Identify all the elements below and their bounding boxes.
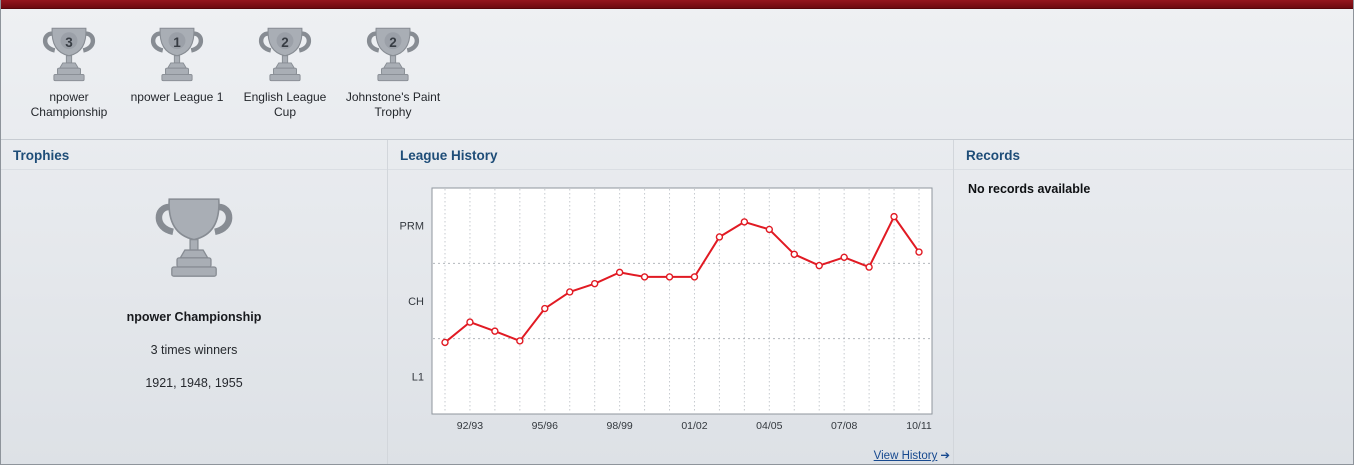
records-header: Records xyxy=(954,140,1353,170)
league-history-chart-wrap: PRM CH L1 92/93 95/96 98/99 01/02 04/05 07/08 10/… xyxy=(388,170,953,462)
trophy-icon: 1 xyxy=(148,22,206,86)
league-history-section: League History PRM CH L1 92/93 95/96 98/99 01/… xyxy=(387,140,953,464)
trophy-label: npower League 1 xyxy=(130,90,224,104)
svg-text:04/05: 04/05 xyxy=(756,420,782,432)
trophies-body: npower Championship 3 times winners 1921… xyxy=(1,190,387,390)
league-history-header: League History xyxy=(388,140,953,170)
trophy-label: Johnstone's Paint Trophy xyxy=(345,90,441,119)
trophy-count: 3 xyxy=(65,35,73,50)
trophy-icon: 2 xyxy=(364,22,422,86)
trophy-label: npower Championship xyxy=(30,90,108,119)
selected-trophy-name: npower Championship xyxy=(126,310,262,324)
view-history-link[interactable]: View History ➔ xyxy=(874,450,950,462)
trophy-label: English League Cup xyxy=(243,90,327,119)
svg-text:98/99: 98/99 xyxy=(606,420,632,432)
svg-text:10/11: 10/11 xyxy=(906,420,932,432)
svg-text:92/93: 92/93 xyxy=(457,420,483,432)
big-trophy-icon xyxy=(152,190,236,284)
selected-trophy-times: 3 times winners xyxy=(150,343,238,357)
arrow-right-icon: ➔ xyxy=(940,450,950,462)
svg-text:CH: CH xyxy=(408,296,424,308)
trophy-item-1[interactable]: 3 npower Championship xyxy=(17,22,121,139)
trophy-item-2[interactable]: 1 npower League 1 xyxy=(125,22,229,139)
selected-trophy-years: 1921, 1948, 1955 xyxy=(145,376,243,390)
records-empty-text: No records available xyxy=(968,182,1091,196)
svg-text:L1: L1 xyxy=(412,371,424,383)
window-top-bar xyxy=(1,0,1353,9)
sections-row: Trophies npower Championship 3 times win… xyxy=(1,139,1353,464)
league-history-chart: PRM CH L1 92/93 95/96 98/99 01/02 04/05 07/08 10/… xyxy=(400,187,933,432)
trophy-icon: 2 xyxy=(256,22,314,86)
trophy-strip: 3 npower Championship 1 npower League 1 … xyxy=(1,9,1353,139)
view-history-label: View History xyxy=(873,450,938,462)
svg-text:95/96: 95/96 xyxy=(532,420,558,432)
trophy-item-4[interactable]: 2 Johnstone's Paint Trophy xyxy=(341,22,445,139)
trophies-header: Trophies xyxy=(1,140,387,170)
svg-text:01/02: 01/02 xyxy=(681,420,707,432)
trophy-count: 1 xyxy=(173,35,181,50)
records-section: Records No records available xyxy=(953,140,1353,464)
trophy-icon: 3 xyxy=(40,22,98,86)
svg-text:07/08: 07/08 xyxy=(831,420,857,432)
trophy-count: 2 xyxy=(281,35,289,50)
trophies-section: Trophies npower Championship 3 times win… xyxy=(1,140,387,464)
svg-text:PRM: PRM xyxy=(400,221,424,233)
trophy-count: 2 xyxy=(389,35,397,50)
trophy-item-3[interactable]: 2 English League Cup xyxy=(233,22,337,139)
